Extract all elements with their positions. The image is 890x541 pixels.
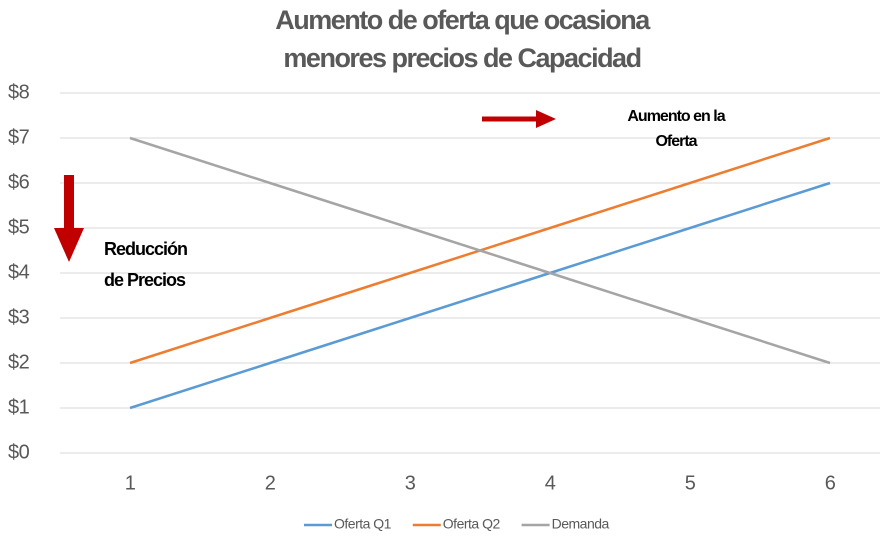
x-tick-label: 2 bbox=[265, 472, 276, 494]
y-tick-label: $7 bbox=[8, 126, 30, 148]
y-tick-label: $2 bbox=[8, 351, 30, 373]
y-tick-label: $3 bbox=[8, 306, 30, 328]
y-tick-label: $8 bbox=[8, 81, 30, 103]
annotation: de Precios bbox=[104, 270, 186, 290]
chart-title: Aumento de oferta que ocasiona bbox=[275, 5, 651, 35]
chart-title: menores precios de Capacidad bbox=[283, 43, 640, 73]
legend-label: Oferta Q2 bbox=[443, 516, 501, 532]
y-tick-label: $6 bbox=[8, 171, 30, 193]
legend-label: Demanda bbox=[552, 516, 610, 532]
arrow-right bbox=[482, 110, 556, 128]
y-tick-label: $4 bbox=[8, 261, 30, 283]
annotation: Reducción bbox=[104, 239, 187, 259]
grid bbox=[60, 92, 880, 454]
y-tick-label: $5 bbox=[8, 216, 30, 238]
x-tick-label: 5 bbox=[685, 472, 696, 494]
x-tick-label: 4 bbox=[545, 472, 556, 494]
x-tick-label: 3 bbox=[405, 472, 416, 494]
annotation: Aumento en la bbox=[627, 108, 725, 125]
x-tick-label: 1 bbox=[125, 472, 136, 494]
x-tick-label: 6 bbox=[825, 472, 836, 494]
annotation: Oferta bbox=[655, 133, 697, 150]
series-line bbox=[129, 181, 831, 410]
legend-label: Oferta Q1 bbox=[334, 516, 392, 532]
series-line bbox=[129, 136, 831, 365]
y-tick-label: $1 bbox=[8, 396, 30, 418]
arrow-down bbox=[54, 175, 84, 262]
y-tick-label: $0 bbox=[8, 441, 30, 463]
